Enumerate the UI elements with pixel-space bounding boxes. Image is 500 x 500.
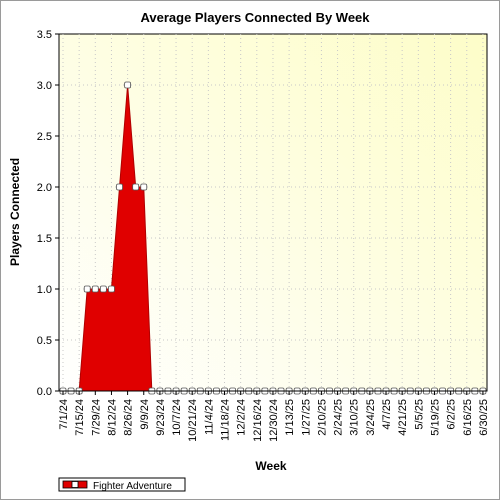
y-tick-label: 3.0 — [37, 80, 52, 92]
x-tick-label: 10/21/24 — [187, 399, 199, 442]
y-tick-label: 1.0 — [37, 284, 52, 296]
x-tick-labels: 7/1/24 7/15/24 7/29/24 8/12/24 8/26/24 9/9/24… — [58, 399, 490, 442]
data-point — [124, 81, 132, 89]
x-tick-label: 5/19/25 — [429, 399, 441, 436]
data-point — [83, 285, 91, 293]
x-tick-label: 7/15/24 — [74, 399, 86, 436]
x-tick-label: 9/9/24 — [139, 399, 151, 430]
x-tick-label: 4/21/25 — [397, 399, 409, 436]
y-axis-label: Players Connected — [8, 158, 22, 266]
x-tick-label: 12/16/24 — [252, 399, 264, 442]
legend: Fighter Adventure — [58, 477, 186, 492]
y-tick-label: 0.5 — [37, 335, 52, 347]
grid-lines — [59, 34, 487, 391]
data-point — [99, 285, 107, 293]
x-tick-label: 3/24/25 — [365, 399, 377, 436]
x-tick-label: 6/2/25 — [446, 399, 458, 430]
x-tick-label: 9/23/24 — [155, 399, 167, 436]
x-tick-label: 3/10/25 — [349, 399, 361, 436]
chart-title: Average Players Connected By Week — [140, 10, 370, 25]
x-tick-label: 5/5/25 — [413, 399, 425, 430]
x-tick-label: 1/13/25 — [284, 399, 296, 436]
x-tick-label: 11/4/24 — [203, 399, 215, 435]
data-point — [91, 285, 99, 293]
x-tick-label: 4/7/25 — [381, 399, 393, 430]
x-tick-label: 11/18/24 — [220, 399, 232, 441]
x-tick-label: 7/29/24 — [90, 399, 102, 436]
x-tick-label: 12/30/24 — [268, 399, 280, 442]
x-tick-label: 10/7/24 — [171, 399, 183, 436]
data-point — [108, 285, 115, 293]
y-tick-label: 3.5 — [37, 29, 52, 41]
y-tick-labels: 0.0 0.5 1.0 1.5 2.0 2.5 3.0 3.5 — [37, 29, 52, 398]
x-axis-label: Week — [255, 459, 286, 473]
x-tick-label: 8/26/24 — [123, 399, 135, 436]
x-tick-label: 2/10/25 — [316, 399, 328, 436]
x-tick-label: 2/24/25 — [333, 399, 345, 436]
x-tick-label: 12/2/24 — [236, 399, 248, 436]
x-tick-label: 8/12/24 — [106, 399, 118, 436]
x-tick-label: 6/16/25 — [462, 399, 474, 436]
y-tick-label: 2.5 — [37, 131, 52, 143]
legend-label: Fighter Adventure — [93, 481, 172, 492]
x-tick-label: 7/1/24 — [58, 399, 70, 430]
y-tick-label: 0.0 — [37, 386, 52, 398]
y-tick-label: 2.0 — [37, 182, 52, 194]
legend-marker — [71, 481, 79, 488]
data-point — [116, 183, 123, 191]
legend-box — [58, 477, 186, 492]
data-point — [140, 183, 148, 191]
x-tick-label: 1/27/25 — [300, 399, 312, 436]
x-tick-label: 6/30/25 — [478, 399, 490, 436]
data-point — [132, 183, 140, 191]
axes — [55, 33, 487, 395]
y-tick-label: 1.5 — [37, 233, 52, 245]
